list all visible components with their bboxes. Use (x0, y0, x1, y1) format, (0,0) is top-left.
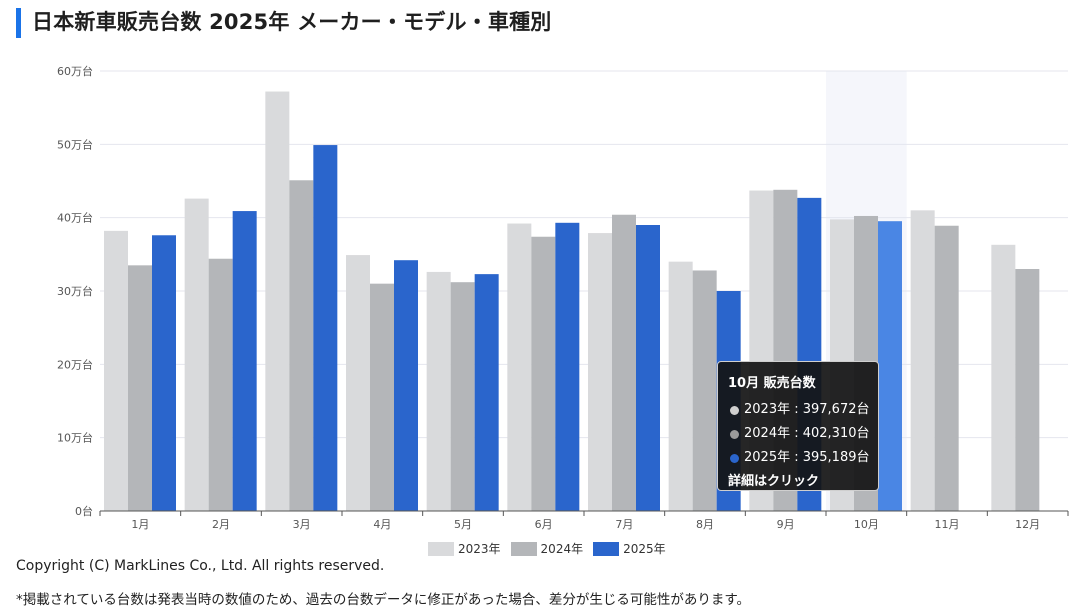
copyright-text: Copyright (C) MarkLines Co., Ltd. All ri… (16, 558, 385, 574)
series-dot-icon (730, 429, 739, 439)
tooltip-title: 10月 販売台数 (728, 376, 816, 391)
page-title: 日本新車販売台数 2025年 メーカー・モデル・車種別 (32, 10, 552, 34)
x-tick-label: 5月 (454, 518, 472, 531)
bar-2025年-2月[interactable] (232, 211, 257, 512)
y-tick-label: 30万台 (57, 284, 93, 298)
details-link[interactable]: 詳細はクリック (728, 474, 820, 489)
bar-2023年-7月[interactable] (588, 233, 612, 512)
bar-2023年-5月[interactable] (426, 271, 451, 511)
bar-2025年-4月[interactable] (394, 260, 418, 511)
tooltip-row: 2024年 : 402,310台 (728, 422, 878, 446)
bar-2024年-1月[interactable] (128, 265, 152, 511)
bar-2025年-1月[interactable] (152, 235, 176, 511)
footnote: *掲載されている台数は発表当時の数値のため、過去の台数データに修正があった場合、… (16, 592, 750, 608)
tooltip-row-label: 2025年 : 395,189台 (744, 450, 870, 465)
bar-2024年-2月[interactable] (208, 258, 233, 511)
y-tick-label: 40万台 (57, 211, 93, 225)
bar-2025年-5月[interactable] (474, 274, 499, 511)
x-tick-label: 2月 (212, 518, 230, 531)
bar-2025年-10月[interactable] (878, 221, 902, 511)
legend-item-2023[interactable]: 2023年 (428, 540, 501, 557)
bar-2025年-3月[interactable] (313, 145, 338, 512)
bar-2024年-3月[interactable] (289, 180, 314, 511)
y-tick-label: 10万台 (57, 431, 93, 445)
legend-swatch (510, 541, 537, 556)
tooltip-row: 2025年 : 395,189台 (728, 446, 878, 470)
chart-legend: 2023年 2024年 2025年 (428, 540, 676, 557)
x-tick-label: 7月 (615, 518, 633, 531)
legend-item-2024[interactable]: 2024年 (510, 540, 584, 557)
x-tick-label: 3月 (293, 518, 311, 531)
chart-tooltip[interactable]: 10月 販売台数 2023年 : 397,672台 2024年 : 402,31… (717, 361, 879, 491)
bar-2023年-3月[interactable] (265, 91, 290, 512)
bar-2024年-8月[interactable] (692, 270, 717, 511)
y-tick-label: 60万台 (57, 64, 93, 78)
bar-2023年-8月[interactable] (668, 261, 693, 511)
bar-2024年-4月[interactable] (370, 283, 394, 511)
bar-chart[interactable]: 0台 10万台 20万台 30万台 40万台 50万台 60万台 1月 2月 3月 4月 5月 6月 7月… (0, 0, 1077, 540)
bar-2025年-6月[interactable] (555, 222, 580, 512)
title-accent-bar (16, 8, 21, 38)
bar-2023年-1月[interactable] (104, 230, 128, 511)
tooltip-row: 2023年 : 397,672台 (728, 398, 878, 422)
legend-swatch (593, 541, 620, 556)
y-tick-label: 50万台 (57, 137, 93, 151)
y-tick-label: 20万台 (57, 357, 93, 371)
bar-2023年-12月[interactable] (991, 244, 1016, 512)
y-tick-label: 0台 (75, 504, 93, 518)
legend-label: 2025年 (623, 542, 666, 556)
legend-item-2025[interactable]: 2025年 (593, 540, 666, 557)
bar-2025年-7月[interactable] (636, 225, 660, 511)
bar-2024年-7月[interactable] (612, 214, 636, 511)
x-tick-label: 4月 (373, 518, 391, 531)
x-tick-label: 12月 (1015, 518, 1040, 531)
x-tick-label: 10月 (854, 518, 879, 531)
series-dot-icon (730, 453, 739, 463)
bar-2023年-11月[interactable] (910, 210, 935, 512)
legend-label: 2023年 (458, 542, 501, 556)
bar-2024年-6月[interactable] (531, 236, 556, 511)
x-tick-label: 1月 (131, 518, 149, 531)
x-tick-label: 9月 (777, 518, 795, 531)
bar-2024年-11月[interactable] (934, 225, 959, 511)
x-tick-label: 6月 (535, 518, 553, 531)
bar-2024年-12月[interactable] (1015, 269, 1040, 511)
tooltip-row-label: 2024年 : 402,310台 (744, 426, 870, 441)
bar-2023年-2月[interactable] (184, 198, 209, 511)
legend-swatch (428, 541, 454, 556)
legend-label: 2024年 (540, 542, 584, 556)
bar-2023年-6月[interactable] (507, 223, 532, 512)
tooltip-row-label: 2023年 : 397,672台 (744, 402, 870, 417)
bar-2024年-5月[interactable] (450, 282, 475, 511)
x-tick-label: 11月 (935, 518, 960, 531)
bar-2023年-4月[interactable] (346, 255, 370, 511)
series-dot-icon (730, 405, 739, 415)
x-tick-label: 8月 (696, 518, 714, 531)
